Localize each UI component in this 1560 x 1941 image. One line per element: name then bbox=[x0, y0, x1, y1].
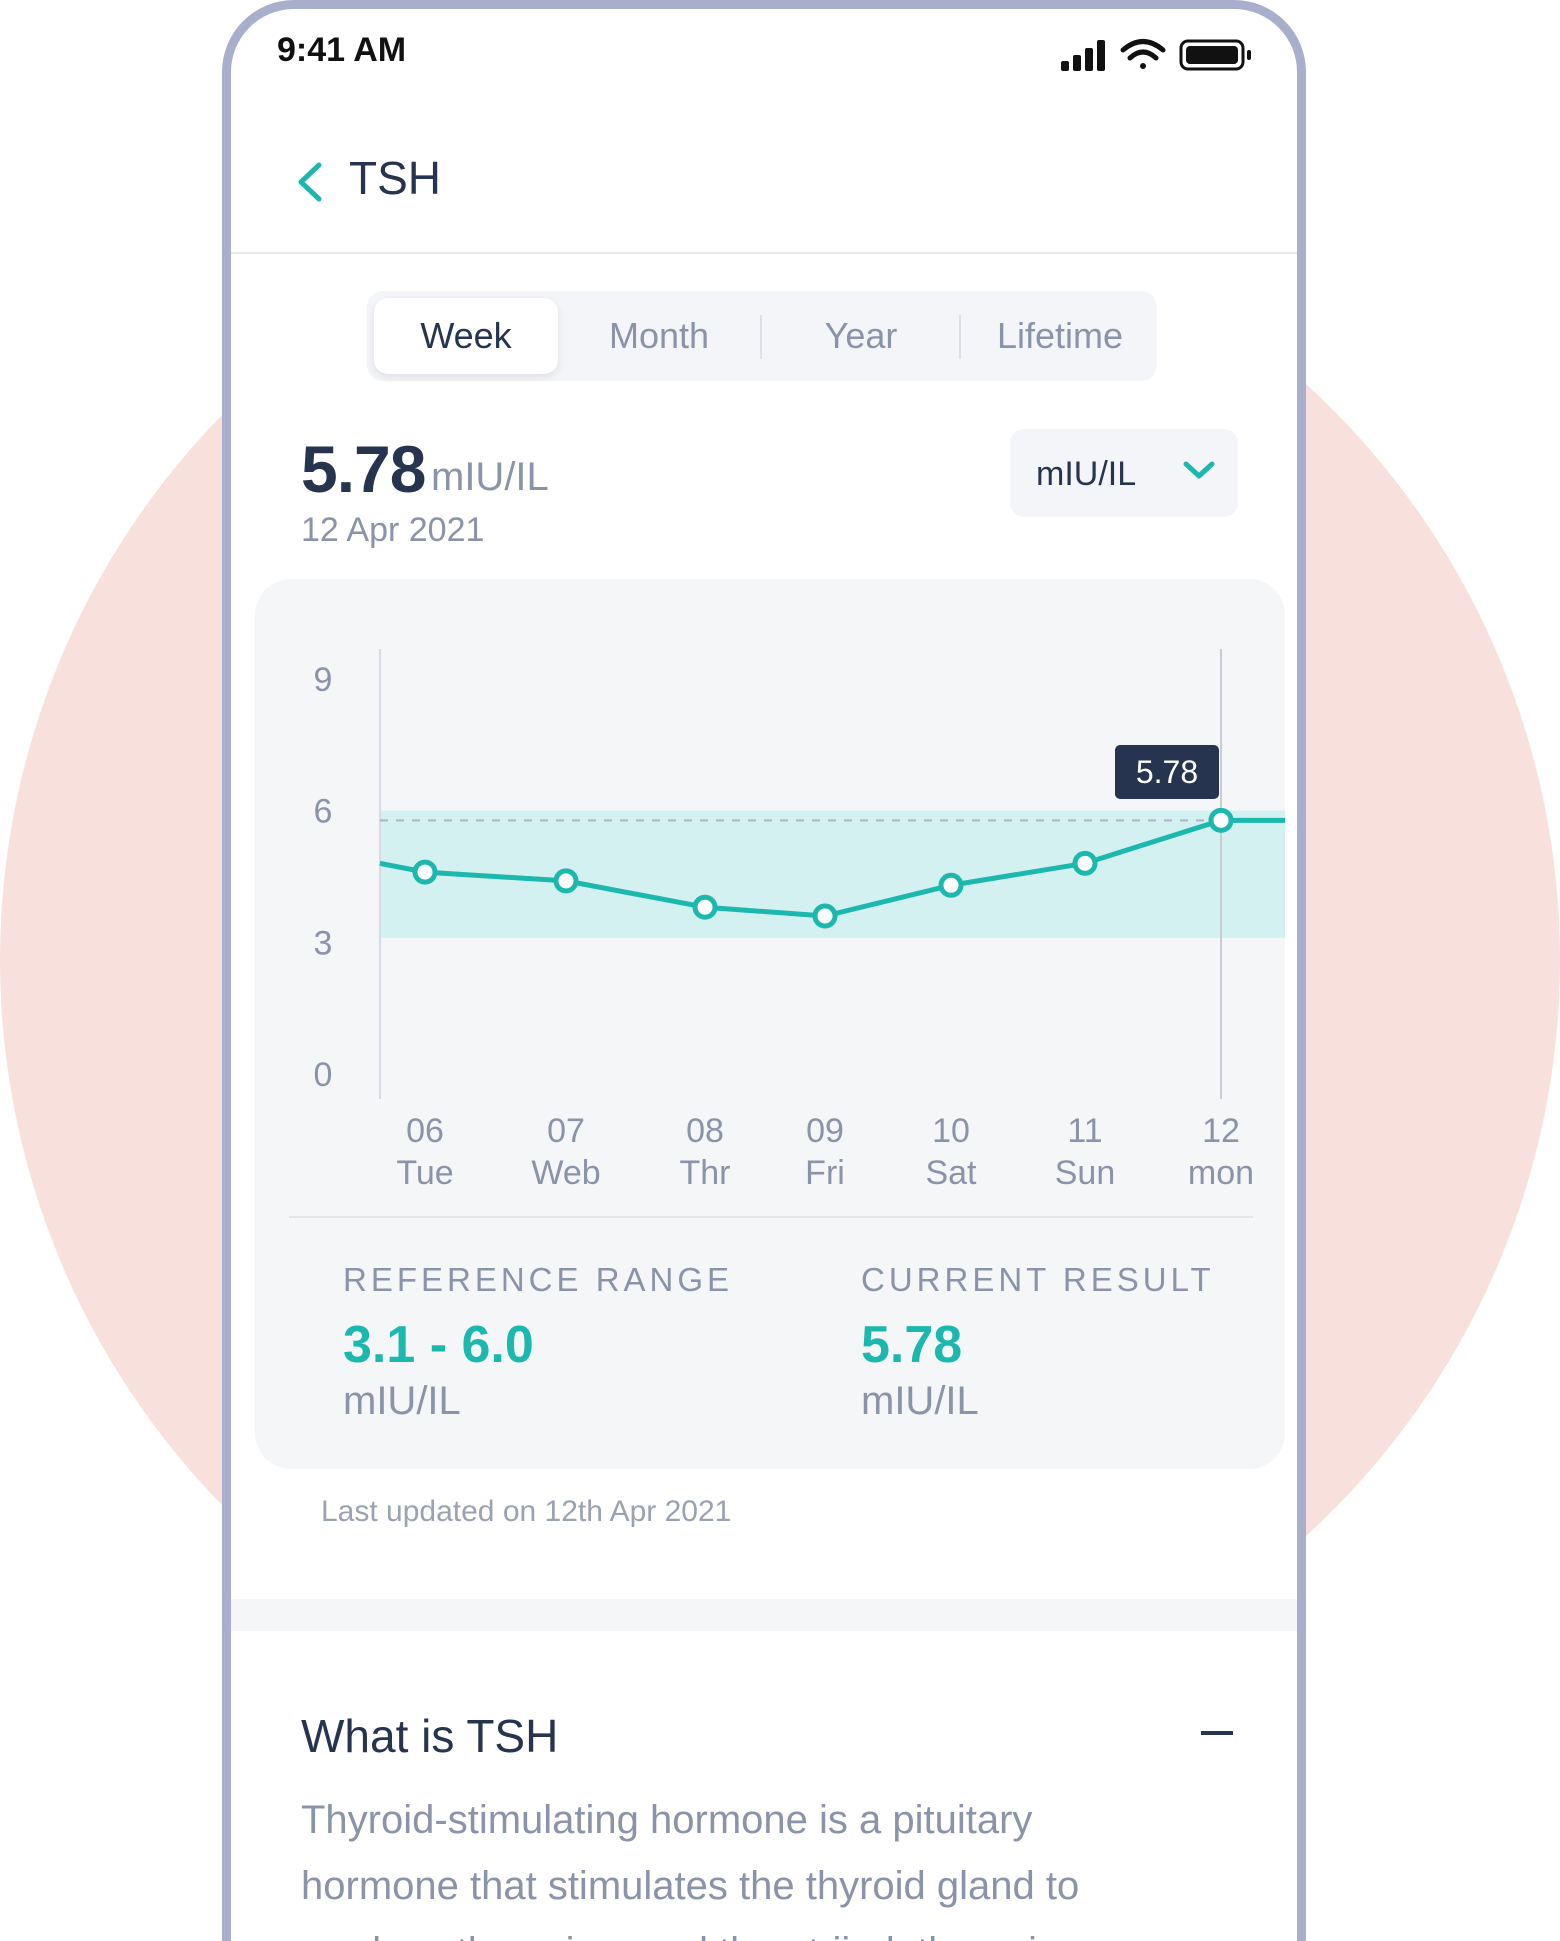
tsh-line-chart: 9 6 3 0 5.78 06 Tue 07 Web 08 Thr 09 Fri 10 Sat 11 Sun 12… bbox=[314, 649, 1285, 1192]
data-point bbox=[1072, 850, 1098, 876]
current-result-label: CURRENT RESULT bbox=[861, 1261, 1215, 1298]
tooltip-label: 5.78 bbox=[1136, 754, 1198, 790]
y-tick-label: 9 bbox=[314, 661, 333, 699]
reference-range-value: 3.1 - 6.0 bbox=[343, 1316, 534, 1374]
x-tick-weekday: Thr bbox=[680, 1154, 731, 1192]
about-text: Thyroid-stimulating hormone is a pituita… bbox=[301, 1798, 1082, 1941]
unit-dropdown[interactable]: mIU/IL bbox=[1010, 429, 1238, 517]
chevron-down-icon bbox=[1183, 461, 1215, 479]
x-tick-weekday: Sun bbox=[1055, 1154, 1116, 1192]
data-point bbox=[692, 894, 718, 920]
current-unit: mIU/IL bbox=[431, 455, 549, 499]
y-tick-label: 0 bbox=[314, 1056, 333, 1094]
period-tabs: Week Month Year Lifetime bbox=[367, 291, 1157, 381]
header-divider bbox=[231, 252, 1297, 254]
status-time: 9:41 AM bbox=[277, 31, 407, 69]
back-chevron-icon[interactable] bbox=[291, 159, 331, 205]
tab-separator bbox=[760, 315, 762, 359]
page-title: TSH bbox=[349, 152, 441, 204]
tab-month[interactable]: Month bbox=[608, 315, 710, 356]
status-icons bbox=[1061, 39, 1251, 71]
collapse-minus-icon[interactable] bbox=[1201, 1731, 1233, 1735]
wifi-icon bbox=[1120, 39, 1166, 69]
data-point bbox=[938, 872, 964, 898]
data-point bbox=[412, 859, 438, 885]
tab-year[interactable]: Year bbox=[824, 315, 898, 356]
unit-dropdown-label: mIU/IL bbox=[1036, 455, 1137, 493]
signal-icon bbox=[1061, 40, 1105, 71]
data-point bbox=[812, 903, 838, 929]
tab-week[interactable]: Week bbox=[374, 298, 558, 374]
reference-range-label: REFERENCE RANGE bbox=[343, 1261, 734, 1298]
chart-card: 9 6 3 0 5.78 06 Tue 07 Web 08 Thr 09 Fri 10 Sat 11 Sun 12… bbox=[255, 579, 1285, 1469]
x-tick-weekday: Tue bbox=[396, 1154, 453, 1192]
tab-lifetime[interactable]: Lifetime bbox=[996, 315, 1124, 356]
tooltip-box bbox=[1115, 745, 1219, 799]
reference-range-unit: mIU/IL bbox=[343, 1379, 461, 1423]
battery-icon bbox=[1179, 39, 1251, 71]
x-tick-weekday: Sat bbox=[925, 1154, 977, 1192]
x-tick-day: 08 bbox=[686, 1112, 724, 1150]
data-point bbox=[1208, 807, 1234, 833]
current-date: 12 Apr 2021 bbox=[301, 511, 485, 549]
phone-frame: 9:41 AM TSH Week Month Year Lifetime bbox=[222, 0, 1306, 1941]
x-tick-day: 06 bbox=[406, 1112, 444, 1150]
x-tick-day: 09 bbox=[806, 1112, 844, 1150]
y-tick-label: 3 bbox=[314, 924, 333, 962]
last-updated: Last updated on 12th Apr 2021 bbox=[321, 1495, 732, 1528]
section-divider bbox=[231, 1599, 1297, 1631]
tab-separator bbox=[959, 315, 961, 359]
x-tick-day: 07 bbox=[547, 1112, 585, 1150]
x-tick-weekday: Web bbox=[531, 1154, 600, 1192]
about-title: What is TSH bbox=[301, 1710, 559, 1762]
card-divider bbox=[289, 1216, 1253, 1218]
x-tick-weekday: mon bbox=[1188, 1154, 1254, 1192]
data-point bbox=[553, 868, 579, 894]
x-tick-day: 10 bbox=[932, 1112, 970, 1150]
x-tick-weekday: Fri bbox=[805, 1154, 845, 1192]
current-value: 5.78 bbox=[301, 432, 426, 506]
current-result-unit: mIU/IL bbox=[861, 1379, 979, 1423]
y-tick-label: 6 bbox=[314, 793, 333, 831]
x-tick-day: 12 bbox=[1202, 1112, 1240, 1150]
current-result-value: 5.78 bbox=[861, 1316, 963, 1374]
x-tick-day: 11 bbox=[1067, 1112, 1102, 1150]
